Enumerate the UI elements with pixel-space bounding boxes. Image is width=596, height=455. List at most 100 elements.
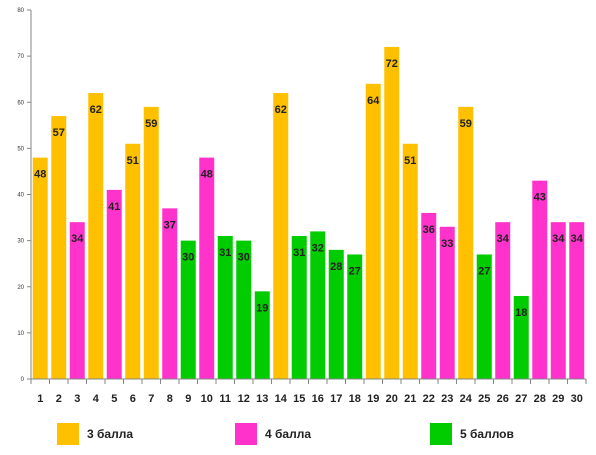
x-tick-label: 26 xyxy=(497,393,509,405)
bar-value-label: 30 xyxy=(182,252,194,264)
bar xyxy=(458,106,474,380)
bar-value-label: 41 xyxy=(108,201,120,213)
x-tick-label: 28 xyxy=(534,393,546,405)
bar-value-label: 19 xyxy=(256,302,268,314)
x-tick-label: 9 xyxy=(185,393,191,405)
x-tick-label: 29 xyxy=(552,393,564,405)
y-tick-label: 70 xyxy=(17,54,24,60)
y-tick-label: 60 xyxy=(17,100,24,106)
x-tick-label: 25 xyxy=(478,393,490,405)
bar-value-label: 32 xyxy=(312,242,324,254)
bar xyxy=(143,106,159,380)
bar-value-label: 30 xyxy=(238,252,250,264)
x-tick-label: 20 xyxy=(386,393,398,405)
bar-value-label: 48 xyxy=(201,169,213,181)
bar xyxy=(310,231,326,379)
legend-label: 5 баллов xyxy=(460,427,514,441)
y-axis: 0 10 20 30 40 50 60 70 80 xyxy=(17,8,32,383)
bar xyxy=(532,180,548,379)
bar-value-label: 28 xyxy=(330,261,342,273)
bar-value-label: 48 xyxy=(34,169,46,181)
bar xyxy=(402,143,418,379)
legend-label: 3 балла xyxy=(87,427,133,441)
bar xyxy=(125,143,141,379)
bar-value-label: 31 xyxy=(293,247,305,259)
bar-value-label: 27 xyxy=(349,265,361,277)
bar xyxy=(365,83,381,380)
x-tick-label: 2 xyxy=(56,393,62,405)
bar-value-label: 62 xyxy=(90,104,102,116)
x-tick-label: 18 xyxy=(349,393,361,405)
bar xyxy=(69,222,85,379)
x-tick-label: 16 xyxy=(312,393,324,405)
x-tick-label: 3 xyxy=(74,393,80,405)
y-tick-label: 80 xyxy=(17,8,24,14)
x-tick-label: 24 xyxy=(460,393,473,405)
bar xyxy=(513,295,529,379)
bar xyxy=(439,226,455,379)
bar xyxy=(569,222,585,379)
bar-value-label: 64 xyxy=(367,95,380,107)
x-tick-label: 11 xyxy=(219,393,231,405)
x-axis: 1 2 3 4 5 6 7 8 9 10 11 12 13 14 15 16 17 18 19 20 21 22 23 24 2… xyxy=(30,378,587,405)
bar xyxy=(217,236,233,379)
bar-value-label: 72 xyxy=(386,58,398,70)
bar xyxy=(476,254,492,379)
bar-value-label: 34 xyxy=(71,233,84,245)
x-tick-label: 15 xyxy=(293,393,305,405)
legend: 3 балла 4 балла 5 баллов xyxy=(57,423,514,445)
bar xyxy=(88,93,104,380)
bar xyxy=(273,93,289,380)
x-tick-label: 30 xyxy=(571,393,583,405)
legend-swatch xyxy=(57,423,79,445)
bar xyxy=(199,157,215,379)
bar-value-label: 51 xyxy=(127,155,139,167)
y-tick-label: 40 xyxy=(17,193,24,199)
y-tick-label: 20 xyxy=(17,285,24,291)
bar-value-label: 59 xyxy=(145,118,157,130)
bar xyxy=(51,116,67,380)
y-tick-label: 0 xyxy=(21,377,25,383)
bar-value-label: 62 xyxy=(275,104,287,116)
legend-label: 4 балла xyxy=(265,427,311,441)
y-tick-label: 10 xyxy=(17,331,24,337)
legend-swatch xyxy=(430,423,452,445)
bar-value-label: 57 xyxy=(53,127,65,139)
x-tick-label: 17 xyxy=(330,393,342,405)
x-tick-label: 8 xyxy=(167,393,173,405)
x-tick-label: 10 xyxy=(201,393,213,405)
bar xyxy=(421,212,437,379)
bar-value-label: 51 xyxy=(404,155,416,167)
bar xyxy=(254,291,270,379)
bar xyxy=(32,157,48,379)
bar-value-label: 34 xyxy=(497,233,510,245)
x-tick-label: 6 xyxy=(130,393,136,405)
bar xyxy=(328,249,344,379)
bar-value-label: 34 xyxy=(571,233,584,245)
x-tick-label: 14 xyxy=(275,393,288,405)
x-tick-label: 1 xyxy=(37,393,43,405)
bar xyxy=(291,236,307,379)
x-tick-label: 22 xyxy=(423,393,435,405)
bar xyxy=(236,240,252,379)
bar xyxy=(495,222,511,379)
y-tick-label: 30 xyxy=(17,239,24,245)
x-tick-label: 19 xyxy=(367,393,379,405)
bar xyxy=(384,46,400,380)
bar-value-label: 27 xyxy=(478,265,490,277)
bar xyxy=(347,254,363,379)
bar xyxy=(106,189,122,379)
bar-value-label: 36 xyxy=(423,224,435,236)
bar xyxy=(550,222,566,379)
x-tick-label: 12 xyxy=(238,393,250,405)
bar xyxy=(162,208,178,379)
bar-value-label: 34 xyxy=(552,233,565,245)
bar-value-label: 18 xyxy=(515,307,527,319)
x-tick-label: 23 xyxy=(441,393,453,405)
bar-value-label: 43 xyxy=(534,192,546,204)
x-tick-label: 27 xyxy=(515,393,527,405)
x-tick-label: 4 xyxy=(93,393,100,405)
x-tick-label: 7 xyxy=(148,393,154,405)
bar xyxy=(180,240,196,379)
